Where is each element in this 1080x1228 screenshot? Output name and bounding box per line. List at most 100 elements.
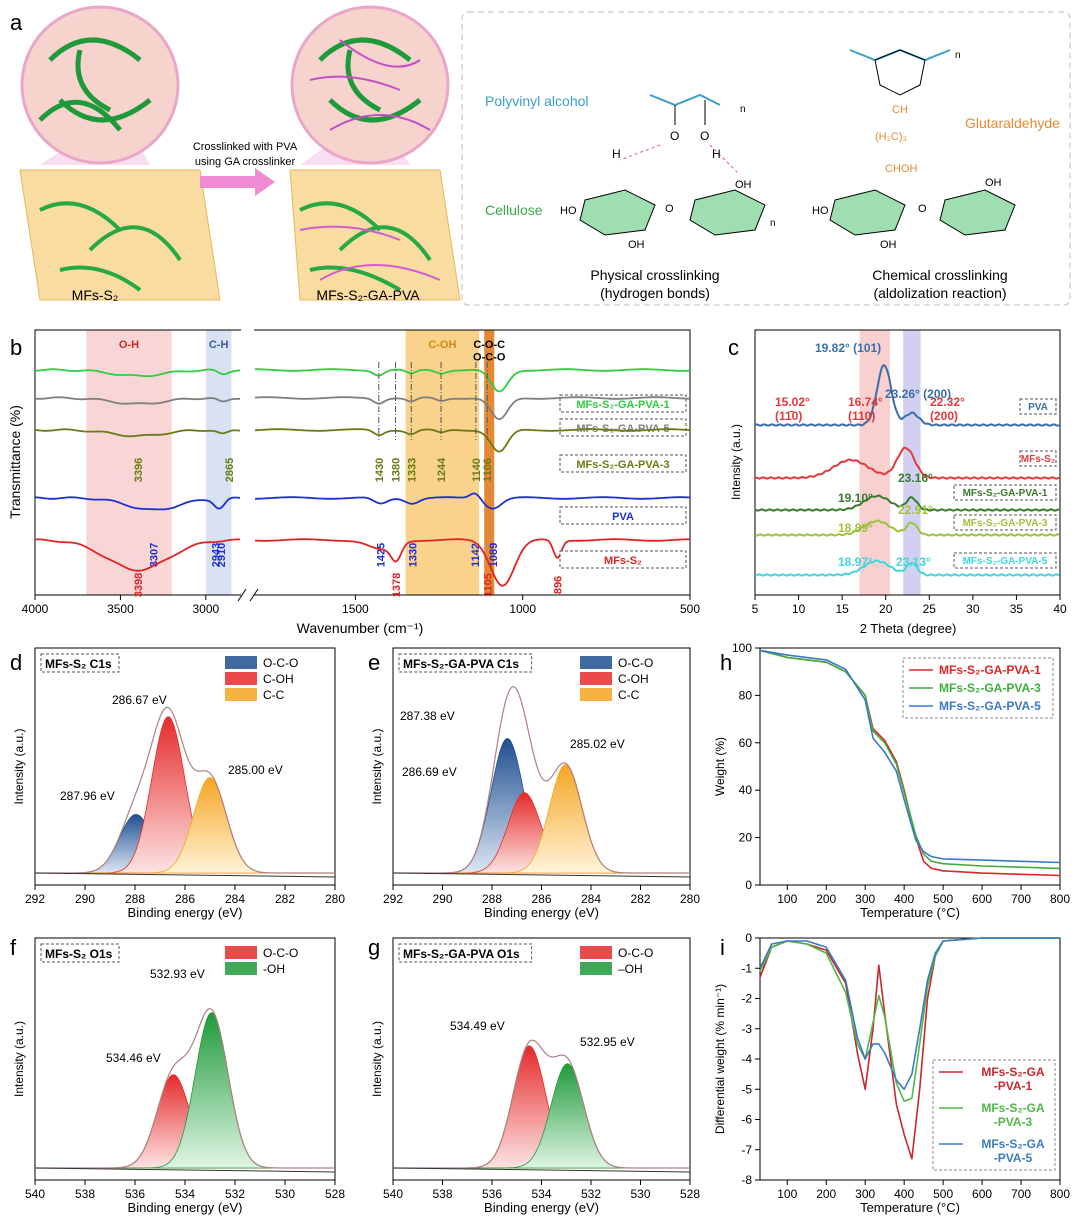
envelope-g xyxy=(393,1039,690,1169)
peak-b-2-4: 1333 xyxy=(406,458,418,482)
peak-b-3-0: 3307 xyxy=(148,543,160,567)
series-b-2 xyxy=(34,428,691,453)
left-block xyxy=(19,169,221,301)
title-box-e xyxy=(398,653,533,673)
xtick-label-g-6: 528 xyxy=(680,1187,700,1201)
peak-b-3-2: 2910 xyxy=(216,543,228,567)
legend-swatch-d-0 xyxy=(225,656,257,669)
cellulose-label: Cellulose xyxy=(485,202,543,218)
peak-c-3-0: 18.89° xyxy=(838,521,873,535)
xtick-label-g-0: 540 xyxy=(383,1187,403,1201)
legend-swatch-e-1 xyxy=(580,672,612,685)
charts-layer: O-H C-H C-OH C-O-C O-C-O MFs-S₂-GA-PVA-1 MFs-S… xyxy=(7,328,1070,1215)
title-e: MFs-S₂-GA-PVA C1s xyxy=(403,657,519,671)
xtick-label-i-0: 100 xyxy=(777,1187,797,1201)
physical-title: Physical crosslinking xyxy=(590,267,719,283)
title-box-f xyxy=(40,943,120,963)
xtick-label-b-2: 3000 xyxy=(192,602,219,616)
xtick-label-h-4: 500 xyxy=(933,892,953,906)
chem-oh1: OH xyxy=(628,239,645,251)
series-c-0 xyxy=(754,364,1060,427)
ytick-label-h-4: 80 xyxy=(739,688,753,702)
envelope-d xyxy=(35,706,334,874)
series-c-3 xyxy=(754,519,1060,537)
chem-oh4: OH xyxy=(985,177,1002,189)
legend-box-c-0 xyxy=(1019,398,1057,415)
peak-b-2-3: 1380 xyxy=(391,458,403,482)
hbonds xyxy=(619,144,741,176)
title-box-d xyxy=(40,653,120,673)
peak-label-f-0: 534.46 eV xyxy=(106,1051,161,1065)
peak-c-1-1: 16.74° (110) xyxy=(848,395,883,423)
chemical-sub: (aldolization reaction) xyxy=(873,285,1006,301)
legend-g-1: –OH xyxy=(618,962,643,976)
chem-ho1: HO xyxy=(560,205,577,217)
legend-box-i xyxy=(932,1059,1056,1171)
ga-label: Glutaraldehyde xyxy=(965,115,1060,131)
chem-o3: O xyxy=(665,203,674,215)
series-c-1 xyxy=(754,446,1060,480)
legend-swatch-e-2 xyxy=(580,688,612,701)
panel-letter-d: d xyxy=(10,650,22,675)
legend-b-1: MFs-S₂-GA-PVA-5 xyxy=(576,423,669,435)
ylabel-d: Intensity (a.u.) xyxy=(12,728,26,804)
pva-chain xyxy=(649,93,721,107)
xtick-label-f-0: 540 xyxy=(25,1187,45,1201)
chem-n1: n xyxy=(740,104,746,115)
xtick-label-c-5: 30 xyxy=(966,602,980,616)
xtick-label-f-1: 538 xyxy=(75,1187,95,1201)
xtick-label-f-3: 534 xyxy=(175,1187,195,1201)
xlabel-c: 2 Theta (degree) xyxy=(860,621,957,636)
legend-c-1: MFs-S₂ xyxy=(1021,454,1055,465)
peak-b-4-2: 1105 xyxy=(483,573,495,597)
panel-letter-a: a xyxy=(10,10,23,35)
chart-d: MFs-S₂ C1s O-C-O C-OH C-C 287.96 eV 286.67 eV… xyxy=(12,647,345,920)
xtick-label-h-7: 800 xyxy=(1050,892,1070,906)
chart-b: O-H C-H C-OH C-O-C O-C-O MFs-S₂-GA-PVA-1 MFs-S… xyxy=(7,328,700,636)
band-label-2: C-OH xyxy=(428,339,456,351)
xlabel-g: Binding energy (eV) xyxy=(484,1200,599,1215)
xtick-label-g-1: 538 xyxy=(432,1187,452,1201)
xtick-label-d-5: 282 xyxy=(275,892,295,906)
xtick-label-e-0: 292 xyxy=(383,892,403,906)
peak-b-3-4: 1330 xyxy=(407,543,419,567)
ytick-label-h-2: 40 xyxy=(739,783,753,797)
xtick-label-d-2: 288 xyxy=(125,892,145,906)
legend-b-4: MFs-S₂ xyxy=(604,555,642,567)
legend-c-3: MFs-S₂-GA-PVA-3 xyxy=(963,518,1048,529)
xtick-label-c-6: 35 xyxy=(1010,602,1024,616)
legend-box-b-0 xyxy=(559,394,687,413)
series-c-4 xyxy=(754,559,1060,577)
xtick-label-g-3: 534 xyxy=(531,1187,551,1201)
left-label: MFs-S₂ xyxy=(72,287,119,303)
peak-b-2-0: 3396 xyxy=(133,458,145,482)
peak-label-d-0: 287.96 eV xyxy=(60,789,115,803)
legend-b-2: MFs-S₂-GA-PVA-3 xyxy=(576,459,669,471)
chart-h: 100 200 300 400 500 600 700 800 0 20 40 60 80 100 Temp… xyxy=(713,641,1070,920)
cellulose-ring-3 xyxy=(829,189,906,236)
peak-b-2-1: 2865 xyxy=(224,458,236,482)
ylabel-b: Transmittance (%) xyxy=(7,405,23,519)
xtick-label-b-5: 500 xyxy=(680,602,700,616)
xtick-label-g-2: 536 xyxy=(482,1187,502,1201)
series-b-0 xyxy=(34,368,691,393)
chem-ho2: HO xyxy=(812,205,829,217)
legend-swatch-g-0 xyxy=(580,946,612,959)
legend-c-0: PVA xyxy=(1028,402,1048,413)
chem-h2c3: (H₂C)₃ xyxy=(875,131,907,143)
chem-n2: n xyxy=(770,218,776,229)
chem-n3: n xyxy=(955,50,961,61)
ytick-label-h-3: 60 xyxy=(739,736,753,750)
band-3 xyxy=(484,330,495,595)
xtick-label-c-2: 15 xyxy=(835,602,849,616)
ytick-label-h-0: 0 xyxy=(745,878,752,892)
xtick-label-i-6: 700 xyxy=(1011,1187,1031,1201)
panel-letter-c: c xyxy=(728,335,739,360)
chart-c: PVA MFs-S₂ MFs-S₂-GA-PVA-1 MFs-S₂-GA-PVA-3 M… xyxy=(729,329,1067,636)
legend-b-0: MFs-S₂-GA-PVA-1 xyxy=(576,399,669,411)
title-f: MFs-S₂ O1s xyxy=(45,947,113,961)
xlabel-i: Temperature (°C) xyxy=(860,1200,960,1215)
peak-c-1-0: 15.02° (11̄0) xyxy=(775,395,810,423)
left-zoom-circle xyxy=(20,5,180,165)
legend-h-2: MFs-S₂-GA-PVA-5 xyxy=(939,699,1041,713)
